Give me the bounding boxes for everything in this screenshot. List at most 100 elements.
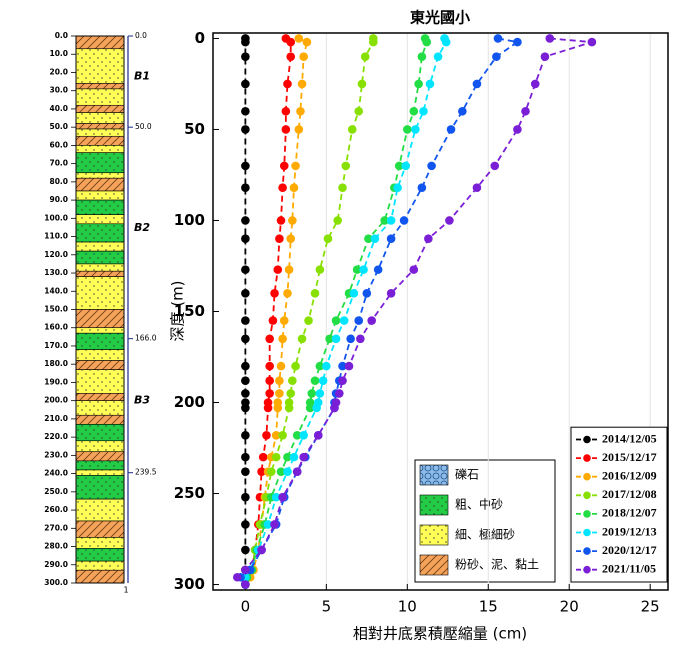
y-tick-label: 250 (174, 484, 205, 502)
data-point (334, 389, 344, 398)
bottom-label: 1 (123, 586, 128, 595)
data-point (299, 52, 308, 61)
data-point (289, 452, 299, 462)
data-point (271, 492, 281, 502)
data-point (241, 334, 250, 344)
x-tick-label: 25 (641, 598, 660, 616)
data-point (292, 430, 302, 440)
depth-tick-label: 170.0 (44, 341, 68, 350)
data-point (258, 452, 268, 462)
data-point (403, 125, 412, 134)
data-point (276, 216, 286, 225)
data-point (241, 361, 250, 371)
legend-label: 2016/12/09 (602, 468, 657, 482)
data-point (241, 492, 250, 502)
depth-tick-label: 20.0 (49, 67, 68, 76)
depth-tick-label: 40.0 (49, 104, 68, 113)
data-point (425, 79, 435, 89)
layer (75, 104, 125, 113)
layer (75, 112, 125, 124)
legend-marker (583, 435, 591, 444)
layer (75, 569, 125, 584)
lithology-swatch (419, 494, 449, 516)
data-point (356, 334, 365, 344)
legend-marker (583, 472, 591, 481)
data-point (288, 216, 297, 225)
data-point (490, 161, 500, 171)
layer (75, 123, 125, 130)
data-point (275, 376, 284, 385)
data-point (427, 161, 436, 171)
data-point (279, 161, 289, 171)
data-point (279, 316, 289, 325)
data-point (257, 545, 266, 555)
data-point (263, 403, 273, 413)
data-point (266, 467, 276, 476)
data-point (257, 467, 266, 476)
data-point (299, 430, 308, 440)
data-point (513, 37, 522, 47)
data-point (241, 216, 250, 225)
data-point (275, 389, 284, 398)
layer (75, 400, 125, 416)
data-point (278, 492, 287, 502)
data-point (273, 403, 283, 413)
data-point (370, 234, 380, 243)
data-point (445, 216, 454, 225)
data-point (521, 106, 530, 116)
data-point (540, 52, 550, 61)
lithology-swatch (419, 524, 449, 546)
data-point (409, 265, 419, 274)
depth-tick-label: 60.0 (49, 140, 68, 149)
layer (75, 393, 125, 401)
y-tick-label: 300 (174, 575, 205, 593)
layer (75, 537, 125, 549)
depth-tick-label: 180.0 (44, 359, 68, 368)
data-point (241, 467, 250, 476)
legend-marker (583, 528, 591, 537)
data-point (241, 52, 250, 61)
data-point (271, 452, 281, 462)
unit-label: B1 (134, 70, 150, 83)
layer (75, 199, 125, 215)
layer (75, 548, 125, 562)
series-line (244, 38, 375, 585)
layer (75, 475, 125, 500)
legend-marker (583, 547, 591, 555)
data-point (492, 52, 501, 61)
data-point (333, 216, 342, 225)
series-line (244, 37, 308, 586)
data-point (294, 125, 304, 134)
data-point (265, 334, 274, 344)
boundary-label: 50.0 (135, 122, 152, 131)
data-point (424, 234, 433, 243)
data-point (286, 37, 296, 47)
data-point (268, 316, 278, 325)
data-point (305, 403, 315, 413)
layer (75, 241, 125, 252)
data-point (283, 452, 292, 462)
data-point (283, 288, 292, 298)
data-point (241, 106, 250, 116)
data-point (401, 161, 410, 171)
data-point (322, 361, 331, 371)
layer (75, 270, 125, 277)
data-point (545, 34, 555, 43)
boundary-label: 239.5 (135, 468, 157, 477)
data-point (241, 403, 250, 413)
unit-label: B3 (134, 394, 150, 407)
x-axis-label: 相對井底累積壓縮量 (cm) (353, 625, 527, 643)
legend-label: 2020/12/17 (602, 543, 657, 557)
data-point (347, 125, 357, 134)
layer (75, 349, 125, 361)
y-tick-label: 150 (174, 302, 205, 320)
layer (75, 440, 125, 453)
data-point (241, 265, 250, 274)
unit-label: B2 (134, 221, 150, 234)
data-point (286, 389, 296, 398)
data-point (331, 316, 341, 325)
data-point (338, 376, 347, 385)
layer (75, 520, 125, 538)
data-point (281, 106, 291, 116)
